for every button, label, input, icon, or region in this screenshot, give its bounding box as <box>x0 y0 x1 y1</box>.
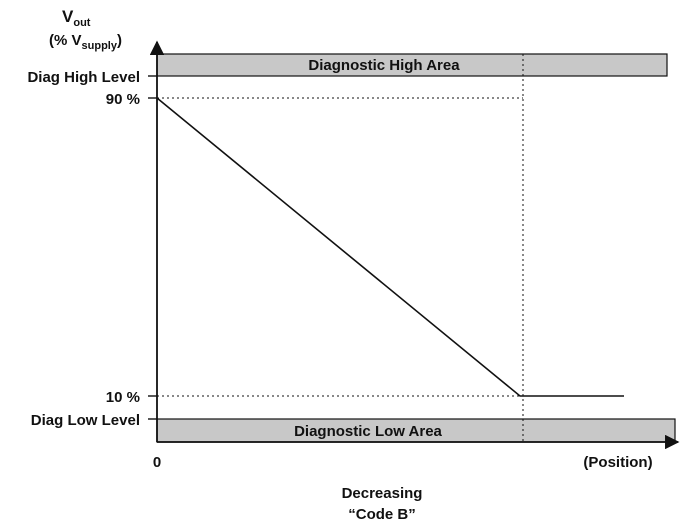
y-axis-title-main: Vout <box>62 7 91 29</box>
diagnostic-high-area-label: Diagnostic High Area <box>308 57 460 74</box>
y-axis-unit-supply: supply <box>82 40 118 52</box>
diagnostic-low-area-label: Diagnostic Low Area <box>294 423 442 440</box>
y-axis-title-out: out <box>73 17 90 29</box>
output-characteristic-line <box>156 97 624 397</box>
label-position: (Position) <box>583 454 652 471</box>
y-axis-unit-open: (% V <box>49 32 82 49</box>
label-origin-zero: 0 <box>153 454 161 471</box>
y-axis-title-v: V <box>62 7 74 26</box>
y-axis-title-unit: (% Vsupply) <box>49 32 122 52</box>
label-90-percent: 90 % <box>106 91 140 108</box>
x-caption-decreasing: Decreasing <box>342 485 423 502</box>
label-diag-high-level: Diag High Level <box>27 69 140 86</box>
x-caption-code-b: “Code B” <box>348 506 416 523</box>
label-diag-low-level: Diag Low Level <box>31 412 140 429</box>
label-10-percent: 10 % <box>106 389 140 406</box>
y-axis-unit-close: ) <box>117 32 122 49</box>
